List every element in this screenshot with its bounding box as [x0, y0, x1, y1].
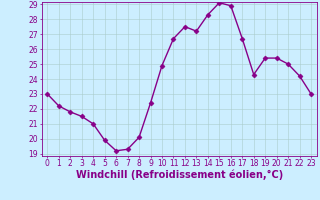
- X-axis label: Windchill (Refroidissement éolien,°C): Windchill (Refroidissement éolien,°C): [76, 170, 283, 180]
